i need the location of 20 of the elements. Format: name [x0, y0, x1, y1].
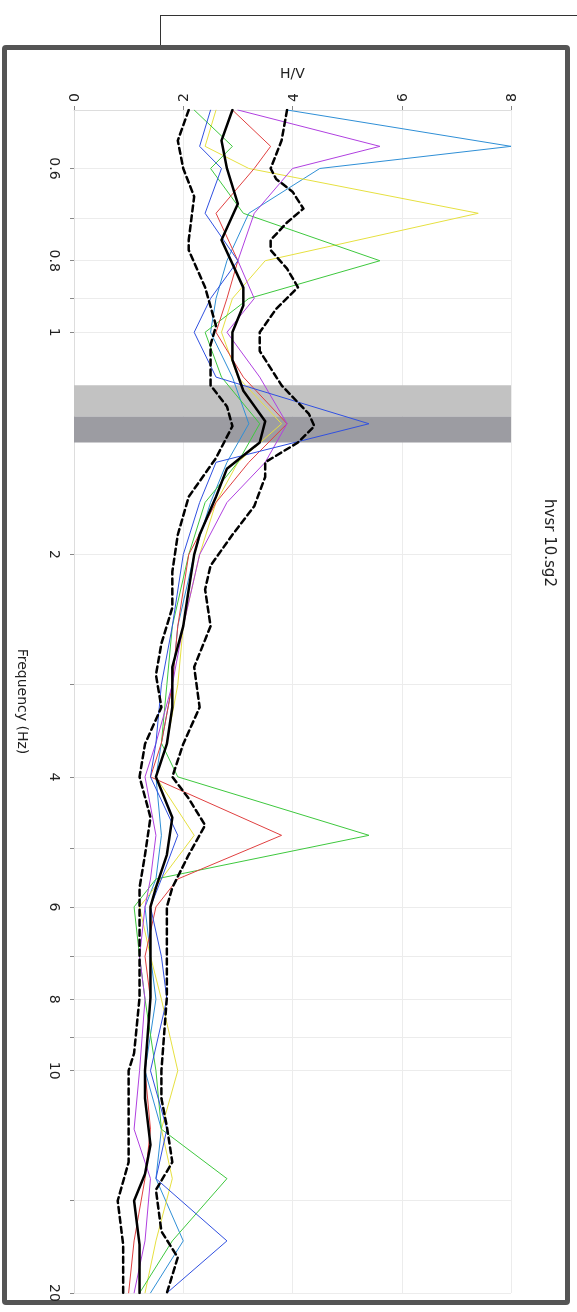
text: hvsr 10.sg2 — [541, 499, 559, 587]
y-tick-label: 0.8 — [47, 249, 63, 272]
x-axis-title: H/V — [280, 65, 306, 81]
x-tick-label: 2 — [175, 93, 192, 102]
y-tick-label: 0.6 — [47, 157, 63, 180]
x-tick-label: 8 — [503, 93, 519, 102]
line-series — [132, 108, 267, 1295]
y-tick-label: 4 — [47, 772, 63, 782]
line-series — [116, 108, 234, 1295]
line-series — [154, 108, 316, 1295]
y-tick-label: 6 — [47, 902, 63, 912]
x-tick-label: 6 — [393, 93, 410, 102]
x-tick-label: 0 — [66, 93, 82, 102]
x-tick-label: 4 — [284, 93, 301, 102]
y-tick-label: 1 — [47, 327, 63, 337]
y-tick-label: 8 — [47, 994, 63, 1004]
y-axis-title: Frequency (Hz) — [15, 648, 31, 755]
y-tick-label: 20 — [47, 1284, 63, 1302]
y-tick-label: 2 — [47, 550, 63, 560]
y-tick-label: 10 — [47, 1061, 63, 1080]
